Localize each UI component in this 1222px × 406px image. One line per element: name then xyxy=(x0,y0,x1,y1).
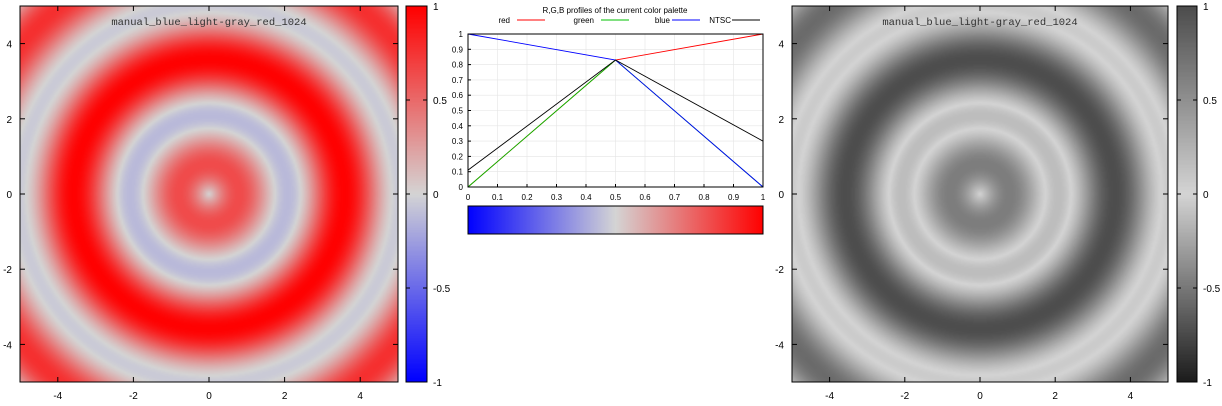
x-tick-label: 0.3 xyxy=(551,193,563,202)
profiles-y-axis: 0 0.1 0.2 0.3 0.4 0.5 0.6 0.7 0.8 0.9 1 xyxy=(452,30,471,192)
right-heatmap-panel: manual_blue_light-gray_red_1024 -4 -2 0 2 4 … xyxy=(775,2,1221,402)
right-colorbar-image xyxy=(1177,6,1197,382)
colorbar-tick-label: 0.5 xyxy=(1203,96,1217,107)
right-x-axis: -4 -2 0 2 4 xyxy=(825,6,1134,402)
x-tick-label: -4 xyxy=(53,391,62,402)
legend-label-red: red xyxy=(498,16,510,25)
y-tick-label: 0.1 xyxy=(452,168,464,177)
y-tick-label: 0.9 xyxy=(452,45,464,54)
x-tick-label: -2 xyxy=(129,391,138,402)
y-tick-label: 4 xyxy=(6,40,12,51)
colorbar-tick-label: -1 xyxy=(433,378,442,389)
colorbar-tick-label: 0 xyxy=(433,190,439,201)
colorbar-tick-label: 0.5 xyxy=(433,96,447,107)
y-tick-label: 2 xyxy=(778,115,784,126)
profiles-title: R,G,B profiles of the current color pale… xyxy=(543,6,689,15)
x-tick-label: -4 xyxy=(825,391,834,402)
colorbar-tick-label: 1 xyxy=(1203,2,1209,13)
y-tick-label: 0.7 xyxy=(452,76,464,85)
right-colorbar-axis: 1 0.5 0 -0.5 -1 xyxy=(1177,2,1221,389)
profiles-series xyxy=(467,33,764,188)
left-heatmap-image xyxy=(20,6,398,382)
left-heatmap-panel: manual_blue_light-gray_red_1024 -4 -2 0 2 4 … xyxy=(3,2,451,402)
series-line-ntsc xyxy=(467,59,764,171)
x-tick-label: 0.2 xyxy=(521,193,533,202)
colorbar-tick-label: 0 xyxy=(1203,190,1209,201)
y-tick-label: 0.3 xyxy=(452,137,464,146)
x-tick-label: 0.6 xyxy=(639,193,651,202)
x-tick-label: 0.5 xyxy=(610,193,622,202)
profiles-x-axis: 0 0.1 0.2 0.3 0.4 0.5 0.6 0.7 0.8 0.9 1 xyxy=(466,184,766,202)
left-colorbar-image xyxy=(406,6,427,382)
y-tick-label: -4 xyxy=(775,340,784,351)
palette-bar xyxy=(467,205,764,235)
y-tick-label: 0.2 xyxy=(452,152,464,161)
legend-label-ntsc: NTSC xyxy=(709,16,731,25)
x-tick-label: -2 xyxy=(900,391,909,402)
left-x-axis: -4 -2 0 2 4 xyxy=(53,6,363,402)
y-tick-label: 0.8 xyxy=(452,61,464,70)
y-tick-label: 1 xyxy=(459,30,464,39)
colorbar-tick-label: 1 xyxy=(433,2,439,13)
legend-label-blue: blue xyxy=(655,16,671,25)
right-heatmap-image xyxy=(792,6,1168,382)
x-tick-label: 2 xyxy=(282,391,288,402)
x-tick-label: 4 xyxy=(357,391,363,402)
x-tick-label: 0 xyxy=(466,193,471,202)
colorbar-tick-label: -0.5 xyxy=(433,284,451,295)
y-tick-label: 0 xyxy=(6,190,12,201)
y-tick-label: 0 xyxy=(778,190,784,201)
x-tick-label: 1 xyxy=(761,193,766,202)
y-tick-label: -2 xyxy=(775,265,784,276)
profiles-grid xyxy=(467,33,764,188)
right-y-axis: -4 -2 0 2 4 xyxy=(775,40,1168,351)
x-tick-label: 2 xyxy=(1052,391,1058,402)
left-map-title: manual_blue_light-gray_red_1024 xyxy=(111,17,306,29)
y-tick-label: 0 xyxy=(459,183,464,192)
right-map-title: manual_blue_light-gray_red_1024 xyxy=(882,17,1077,29)
colorbar-tick-label: -1 xyxy=(1203,378,1212,389)
x-tick-label: 0.4 xyxy=(580,193,592,202)
x-tick-label: 0.1 xyxy=(492,193,504,202)
x-tick-label: 0 xyxy=(977,391,983,402)
y-tick-label: 0.5 xyxy=(452,107,464,116)
y-tick-label: 0.6 xyxy=(452,91,464,100)
legend-label-green: green xyxy=(574,16,594,25)
y-tick-label: 0.4 xyxy=(452,122,464,131)
y-tick-label: -2 xyxy=(3,265,12,276)
colorbar-tick-label: -0.5 xyxy=(1203,284,1221,295)
x-tick-label: 0 xyxy=(206,391,212,402)
y-tick-label: 2 xyxy=(6,115,12,126)
left-y-axis: -4 -2 0 2 4 xyxy=(3,40,398,351)
x-tick-label: 0.7 xyxy=(669,193,681,202)
x-tick-label: 0.9 xyxy=(728,193,740,202)
profiles-panel: R,G,B profiles of the current color pale… xyxy=(452,6,766,235)
x-tick-label: 4 xyxy=(1128,391,1134,402)
y-tick-label: -4 xyxy=(3,340,12,351)
profiles-legend: red green blue NTSC xyxy=(498,16,760,25)
x-tick-label: 0.8 xyxy=(698,193,710,202)
y-tick-label: 4 xyxy=(778,40,784,51)
left-colorbar-axis: 1 0.5 0 -0.5 -1 xyxy=(406,2,451,389)
